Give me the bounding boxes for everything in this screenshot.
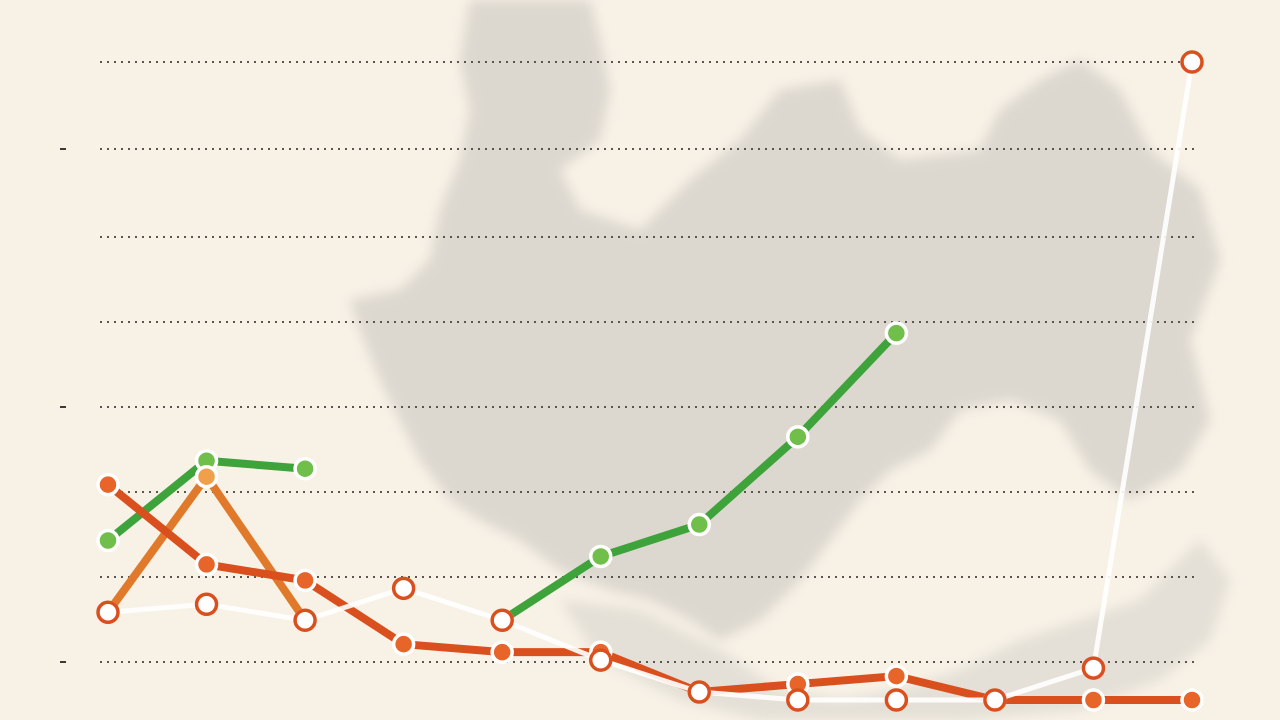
data-point: [96, 472, 120, 497]
data-point: [884, 688, 909, 712]
y-axis-ticks: [60, 148, 66, 663]
data-point: [884, 321, 909, 345]
data-point: [96, 528, 120, 553]
data-point: [983, 688, 1007, 712]
series-points: [96, 50, 1204, 712]
data-point: [194, 592, 219, 617]
data-point: [96, 600, 120, 625]
data-point: [687, 512, 712, 537]
data-point: [293, 568, 317, 593]
data-point: [490, 640, 514, 664]
data-point: [1081, 656, 1106, 680]
data-point: [588, 648, 613, 672]
data-point: [786, 425, 810, 449]
data-point: [786, 688, 810, 712]
data-point: [391, 632, 416, 656]
data-point: [194, 552, 219, 577]
data-point: [884, 664, 909, 688]
data-point: [687, 680, 712, 704]
series-line-2: [104, 480, 1196, 704]
data-point: [293, 608, 317, 632]
data-point: [588, 544, 613, 569]
data-point: [1081, 688, 1106, 712]
series-line-3: [105, 59, 1195, 703]
data-point: [194, 464, 219, 489]
data-point: [391, 576, 416, 601]
data-point: [1180, 50, 1204, 74]
data-point: [490, 608, 514, 632]
background-map-silhouette: [350, 0, 1230, 720]
data-point: [1180, 688, 1204, 712]
data-point: [293, 456, 317, 481]
